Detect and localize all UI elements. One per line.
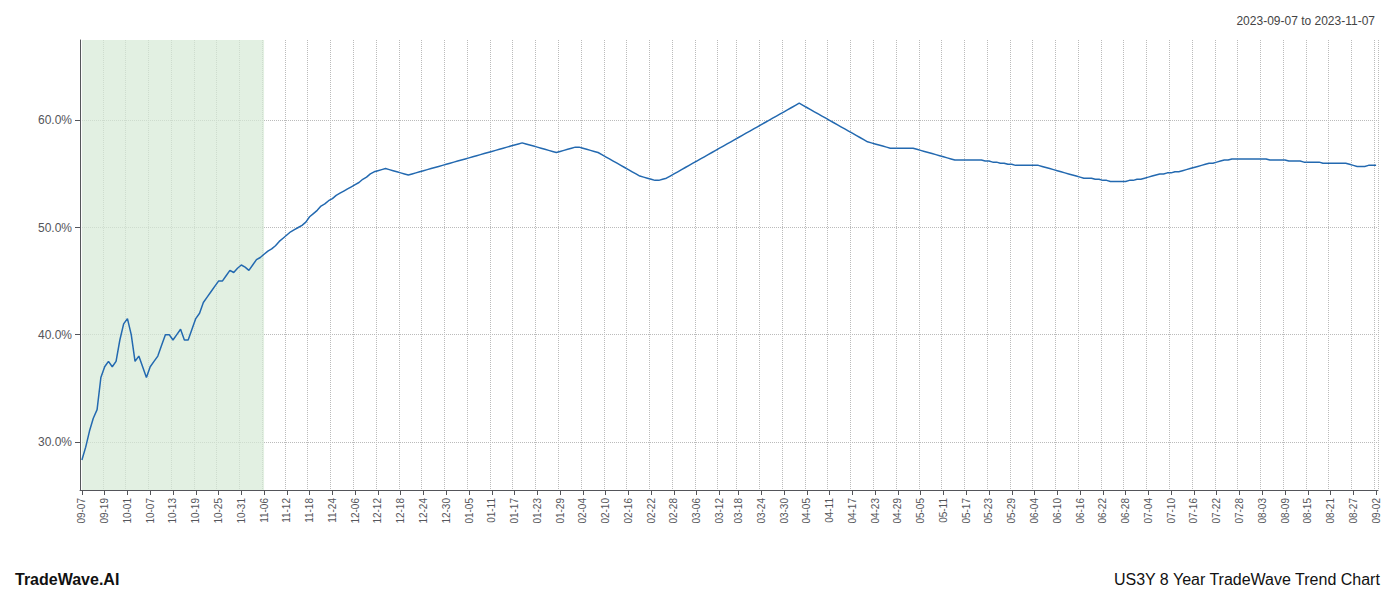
- svg-text:01-23: 01-23: [532, 498, 543, 524]
- svg-text:04-05: 04-05: [801, 498, 812, 524]
- svg-text:02-10: 02-10: [600, 498, 611, 524]
- svg-text:01-17: 01-17: [509, 498, 520, 524]
- svg-text:06-10: 06-10: [1052, 498, 1063, 524]
- svg-text:US3Y 8 Year TradeWave Trend Ch: US3Y 8 Year TradeWave Trend Chart: [1114, 571, 1380, 588]
- svg-text:07-10: 07-10: [1166, 498, 1177, 524]
- svg-text:08-03: 08-03: [1257, 498, 1268, 524]
- svg-text:12-30: 12-30: [441, 498, 452, 524]
- svg-text:09-07: 09-07: [76, 498, 87, 524]
- svg-text:06-04: 06-04: [1029, 498, 1040, 524]
- svg-text:05-11: 05-11: [938, 498, 949, 523]
- svg-text:10-31: 10-31: [236, 498, 247, 524]
- svg-text:08-09: 08-09: [1280, 498, 1291, 524]
- svg-text:01-11: 01-11: [486, 498, 497, 523]
- svg-text:12-06: 12-06: [350, 498, 361, 524]
- svg-text:05-17: 05-17: [961, 498, 972, 524]
- svg-text:11-06: 11-06: [259, 498, 270, 523]
- svg-text:04-17: 04-17: [847, 498, 858, 524]
- svg-text:40.0%: 40.0%: [38, 328, 72, 342]
- svg-text:50.0%: 50.0%: [38, 221, 72, 235]
- svg-text:01-05: 01-05: [464, 498, 475, 524]
- svg-text:10-07: 10-07: [145, 498, 156, 524]
- svg-text:07-16: 07-16: [1188, 498, 1199, 524]
- svg-text:04-23: 04-23: [870, 498, 881, 524]
- svg-text:07-22: 07-22: [1211, 498, 1222, 524]
- svg-text:01-29: 01-29: [555, 498, 566, 524]
- svg-text:30.0%: 30.0%: [38, 435, 72, 449]
- svg-text:11-24: 11-24: [327, 498, 338, 523]
- svg-text:11-18: 11-18: [304, 498, 315, 523]
- svg-text:08-15: 08-15: [1302, 498, 1313, 524]
- svg-text:02-16: 02-16: [623, 498, 634, 524]
- svg-text:09-19: 09-19: [99, 498, 110, 524]
- svg-text:2023-09-07 to 2023-11-07: 2023-09-07 to 2023-11-07: [1236, 14, 1375, 28]
- svg-text:09-02: 09-02: [1371, 498, 1382, 524]
- svg-text:60.0%: 60.0%: [38, 113, 72, 127]
- svg-text:02-28: 02-28: [668, 498, 679, 524]
- svg-text:04-29: 04-29: [892, 498, 903, 524]
- svg-text:08-21: 08-21: [1325, 498, 1336, 524]
- svg-text:02-04: 02-04: [577, 498, 588, 524]
- svg-text:07-28: 07-28: [1234, 498, 1245, 524]
- svg-text:02-22: 02-22: [646, 498, 657, 524]
- svg-text:08-27: 08-27: [1348, 498, 1359, 524]
- svg-text:10-13: 10-13: [167, 498, 178, 524]
- svg-text:05-29: 05-29: [1006, 498, 1017, 524]
- svg-text:06-22: 06-22: [1097, 498, 1108, 524]
- svg-text:10-19: 10-19: [190, 498, 201, 524]
- svg-text:05-23: 05-23: [983, 498, 994, 524]
- svg-text:10-01: 10-01: [122, 498, 133, 524]
- svg-text:03-06: 03-06: [691, 498, 702, 524]
- svg-text:12-24: 12-24: [418, 498, 429, 524]
- svg-text:03-12: 03-12: [714, 498, 725, 524]
- svg-text:TradeWave.AI: TradeWave.AI: [15, 571, 119, 588]
- svg-text:03-30: 03-30: [779, 498, 790, 524]
- svg-text:10-25: 10-25: [213, 498, 224, 524]
- svg-text:12-12: 12-12: [372, 498, 383, 524]
- svg-text:06-28: 06-28: [1120, 498, 1131, 524]
- svg-text:05-05: 05-05: [915, 498, 926, 524]
- svg-text:11-12: 11-12: [281, 498, 292, 523]
- svg-text:04-11: 04-11: [824, 498, 835, 523]
- svg-text:12-18: 12-18: [395, 498, 406, 524]
- svg-text:06-16: 06-16: [1075, 498, 1086, 524]
- svg-text:03-24: 03-24: [756, 498, 767, 524]
- svg-text:03-18: 03-18: [733, 498, 744, 524]
- svg-text:07-04: 07-04: [1143, 498, 1154, 524]
